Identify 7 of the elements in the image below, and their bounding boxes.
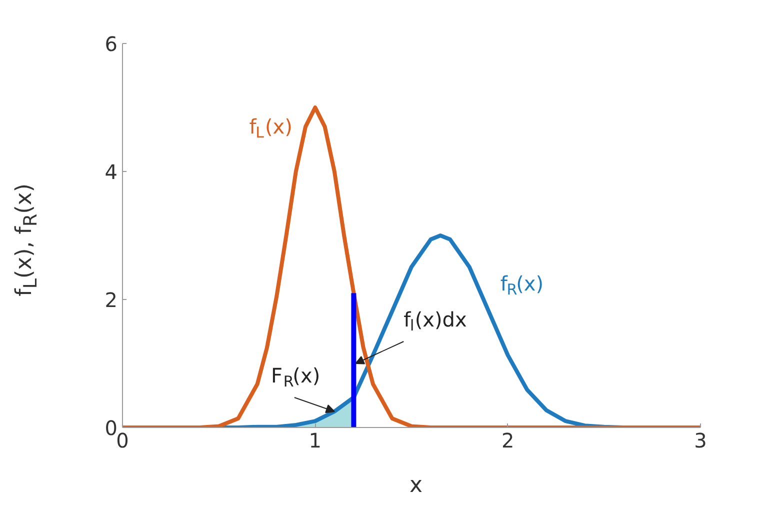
x-tick-label: 3 bbox=[694, 428, 707, 452]
x-tick-label: 1 bbox=[308, 428, 322, 452]
y-tick-label: 6 bbox=[104, 32, 118, 56]
x-tick-label: 2 bbox=[501, 428, 514, 452]
y-tick-label: 2 bbox=[104, 288, 118, 312]
y-tick-label: 4 bbox=[104, 160, 118, 184]
x-axis-title: x bbox=[408, 472, 424, 500]
